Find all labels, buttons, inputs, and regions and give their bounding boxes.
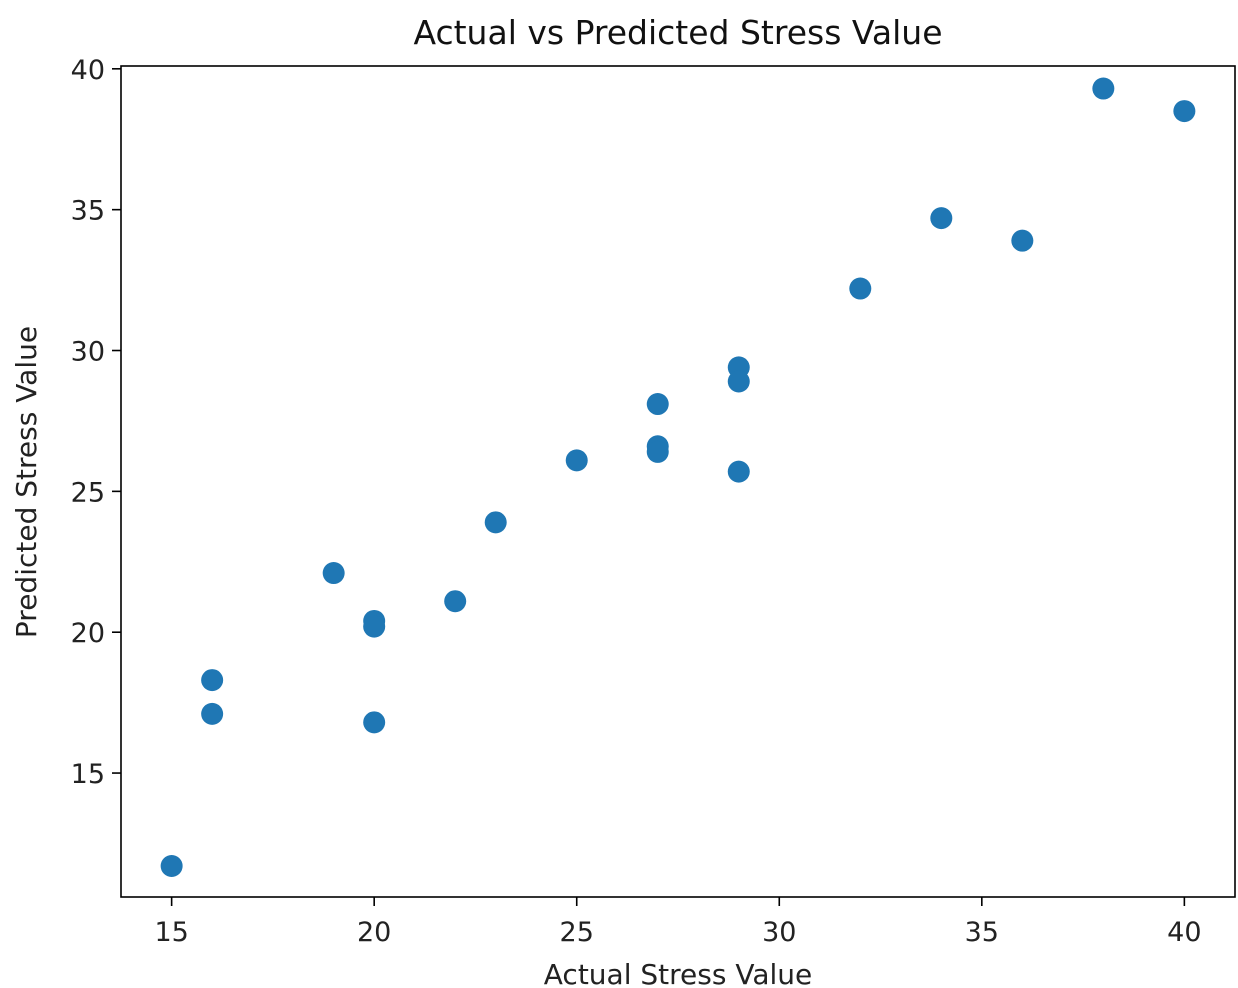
data-point bbox=[363, 615, 386, 638]
y-tick-label: 15 bbox=[71, 759, 105, 790]
data-point bbox=[1092, 77, 1115, 100]
data-point bbox=[363, 711, 386, 734]
chart-title: Actual vs Predicted Stress Value bbox=[413, 13, 942, 52]
data-point bbox=[484, 511, 507, 534]
x-tick-label: 15 bbox=[154, 917, 188, 948]
x-axis-ticks: 15 20 25 30 35 40 bbox=[154, 897, 1202, 948]
data-point bbox=[727, 370, 750, 393]
data-point bbox=[849, 277, 872, 300]
data-point bbox=[1011, 229, 1034, 252]
y-tick-label: 25 bbox=[71, 477, 105, 508]
x-tick-label: 25 bbox=[560, 917, 594, 948]
y-tick-label: 30 bbox=[71, 337, 105, 368]
data-point bbox=[322, 562, 345, 585]
data-point bbox=[201, 669, 224, 692]
data-point bbox=[444, 590, 467, 613]
plot-frame bbox=[120, 65, 1236, 898]
x-tick-label: 20 bbox=[357, 917, 391, 948]
data-point bbox=[201, 702, 224, 725]
x-tick-label: 30 bbox=[762, 917, 796, 948]
data-point bbox=[1173, 100, 1196, 123]
data-points bbox=[160, 77, 1196, 878]
data-point bbox=[160, 855, 183, 878]
data-point bbox=[727, 460, 750, 483]
data-point bbox=[646, 393, 669, 416]
x-tick-label: 35 bbox=[965, 917, 999, 948]
data-point bbox=[646, 440, 669, 463]
x-axis-label: Actual Stress Value bbox=[544, 958, 812, 988]
data-point bbox=[930, 207, 953, 230]
y-tick-label: 35 bbox=[71, 196, 105, 227]
data-point bbox=[565, 449, 588, 472]
x-tick-label: 40 bbox=[1167, 917, 1201, 948]
y-axis-label: Predicted Stress Value bbox=[10, 326, 43, 638]
y-tick-label: 20 bbox=[71, 618, 105, 649]
y-tick-label: 40 bbox=[71, 55, 105, 86]
y-axis-ticks: 15 20 25 30 35 40 bbox=[71, 55, 121, 790]
